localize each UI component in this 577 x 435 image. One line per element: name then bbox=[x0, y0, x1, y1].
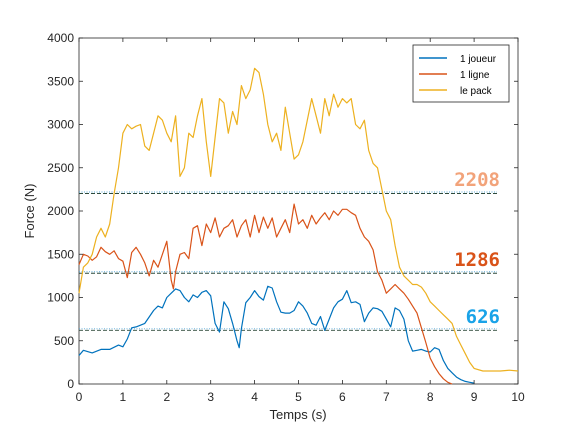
y-tick-label: 500 bbox=[54, 334, 74, 348]
x-tick-label: 5 bbox=[295, 390, 302, 404]
reference-value-label: 626 bbox=[466, 306, 500, 328]
x-tick-label: 0 bbox=[76, 390, 83, 404]
legend-label: 1 joueur bbox=[460, 54, 497, 65]
y-tick-label: 3000 bbox=[47, 118, 74, 132]
y-tick-label: 3500 bbox=[47, 74, 74, 88]
legend: 1 joueur 1 ligne le pack bbox=[412, 44, 510, 103]
series-line-2 bbox=[78, 203, 453, 385]
x-tick-label: 9 bbox=[471, 390, 478, 404]
x-tick-label: 1 bbox=[120, 390, 127, 404]
axis-ticks: 0 1 2 3 4 5 6 7 8 9 10 0 500 1000 1500 2000 2500 3000 3500… bbox=[47, 31, 525, 404]
x-tick-label: 8 bbox=[427, 390, 434, 404]
y-tick-label: 0 bbox=[67, 377, 74, 391]
series-line-1 bbox=[78, 285, 475, 384]
y-tick-label: 2500 bbox=[47, 161, 74, 175]
y-tick-label: 1500 bbox=[47, 247, 74, 261]
y-axis-label: Force (N) bbox=[22, 184, 37, 239]
legend-label: le pack bbox=[460, 86, 493, 97]
x-tick-label: 6 bbox=[339, 390, 346, 404]
reference-annotations: 2208 1286 626 bbox=[454, 169, 500, 328]
x-tick-label: 7 bbox=[383, 390, 390, 404]
legend-items: 1 joueur 1 ligne le pack bbox=[419, 54, 497, 97]
x-tick-label: 3 bbox=[207, 390, 214, 404]
y-tick-label: 1000 bbox=[47, 291, 74, 305]
x-axis-label: Temps (s) bbox=[269, 407, 326, 422]
series-line-3 bbox=[78, 67, 519, 372]
y-tick-label: 4000 bbox=[47, 31, 74, 45]
y-tick-label: 2000 bbox=[47, 204, 74, 218]
series-lines bbox=[78, 67, 519, 385]
x-tick-label: 10 bbox=[511, 390, 525, 404]
reference-value-label: 2208 bbox=[454, 169, 500, 191]
x-tick-label: 2 bbox=[163, 390, 170, 404]
x-tick-label: 4 bbox=[251, 390, 258, 404]
reference-value-label: 1286 bbox=[454, 249, 500, 271]
legend-label: 1 ligne bbox=[460, 70, 490, 81]
